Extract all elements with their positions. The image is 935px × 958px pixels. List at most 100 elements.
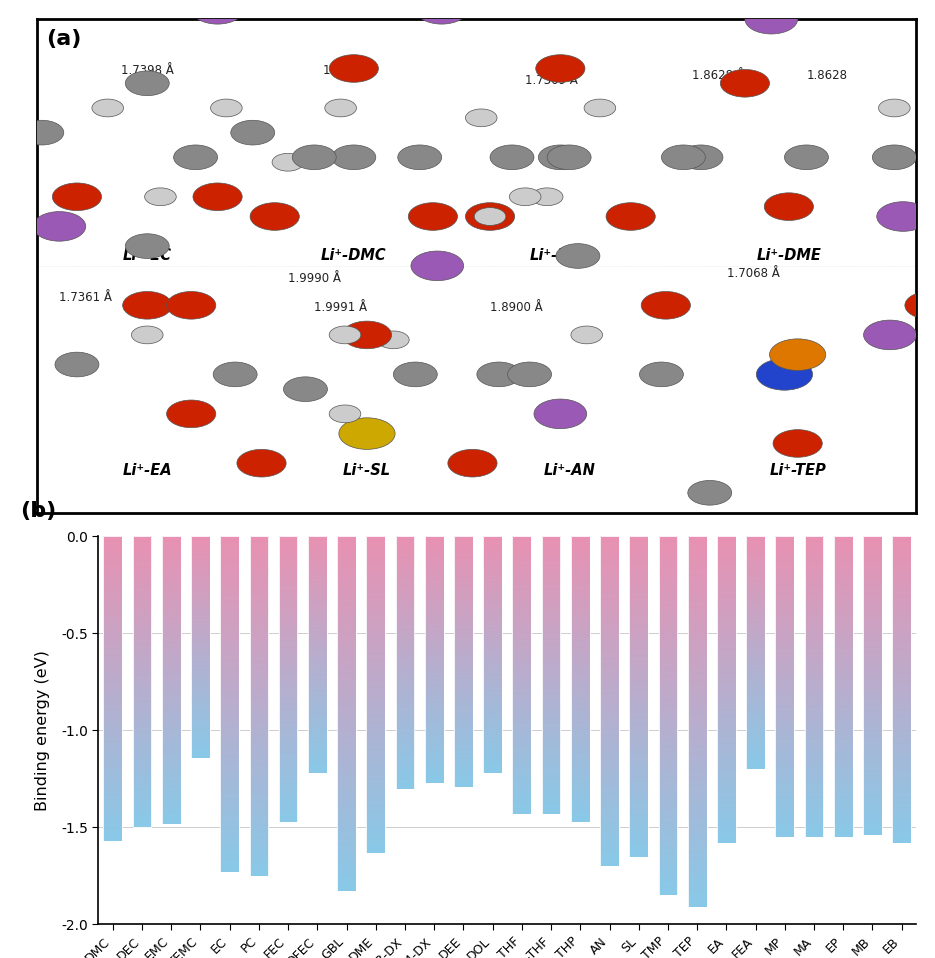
Circle shape bbox=[534, 399, 586, 428]
Circle shape bbox=[409, 203, 457, 230]
Circle shape bbox=[490, 145, 534, 170]
Text: Li⁺-DME: Li⁺-DME bbox=[756, 248, 821, 263]
Circle shape bbox=[193, 183, 242, 211]
Text: 1.8900 Å: 1.8900 Å bbox=[490, 301, 543, 314]
Bar bbox=[162, 536, 180, 824]
Circle shape bbox=[770, 339, 826, 371]
Text: Li⁺-EA: Li⁺-EA bbox=[122, 463, 172, 478]
Bar bbox=[338, 536, 356, 892]
Circle shape bbox=[415, 0, 468, 24]
Circle shape bbox=[283, 376, 327, 401]
Text: 1.9990 Å: 1.9990 Å bbox=[288, 272, 341, 285]
Circle shape bbox=[329, 326, 361, 344]
Text: 1.9991 Å: 1.9991 Å bbox=[314, 301, 367, 314]
Text: Li⁺-SL: Li⁺-SL bbox=[343, 463, 391, 478]
Bar bbox=[688, 536, 707, 907]
Circle shape bbox=[342, 321, 392, 349]
Text: 1.7398 Å: 1.7398 Å bbox=[121, 64, 174, 78]
Circle shape bbox=[864, 320, 916, 350]
Circle shape bbox=[52, 183, 102, 211]
Circle shape bbox=[125, 234, 169, 259]
Circle shape bbox=[250, 203, 299, 230]
Circle shape bbox=[145, 188, 177, 206]
Bar bbox=[775, 536, 794, 837]
Circle shape bbox=[640, 362, 683, 387]
Circle shape bbox=[466, 109, 497, 126]
Circle shape bbox=[329, 55, 379, 82]
Bar bbox=[717, 536, 736, 843]
Circle shape bbox=[166, 291, 216, 319]
Circle shape bbox=[329, 405, 361, 422]
Bar bbox=[133, 536, 151, 828]
Circle shape bbox=[756, 358, 813, 390]
Bar bbox=[541, 536, 560, 814]
Circle shape bbox=[877, 202, 929, 231]
Circle shape bbox=[510, 188, 541, 206]
Circle shape bbox=[905, 291, 935, 319]
Bar bbox=[221, 536, 239, 872]
Text: Li⁺-EC: Li⁺-EC bbox=[122, 248, 172, 263]
Bar bbox=[629, 536, 648, 856]
Bar bbox=[805, 536, 824, 837]
Bar bbox=[367, 536, 385, 853]
Circle shape bbox=[556, 243, 600, 268]
Text: (b): (b) bbox=[21, 501, 57, 521]
Circle shape bbox=[122, 291, 172, 319]
Text: Li⁺-AN: Li⁺-AN bbox=[543, 463, 595, 478]
Circle shape bbox=[397, 145, 441, 170]
Bar bbox=[892, 536, 911, 843]
Circle shape bbox=[773, 429, 822, 457]
Text: 1.8628 Å: 1.8628 Å bbox=[692, 69, 745, 82]
Circle shape bbox=[466, 203, 514, 230]
Bar bbox=[250, 536, 268, 876]
Text: Li⁺-DMC: Li⁺-DMC bbox=[321, 248, 386, 263]
Bar bbox=[396, 536, 414, 788]
Circle shape bbox=[720, 70, 770, 97]
Circle shape bbox=[872, 145, 916, 170]
Bar bbox=[191, 536, 209, 758]
Circle shape bbox=[508, 362, 552, 387]
Circle shape bbox=[661, 145, 705, 170]
Circle shape bbox=[125, 71, 169, 96]
Circle shape bbox=[410, 251, 464, 281]
Bar bbox=[483, 536, 502, 773]
Circle shape bbox=[641, 291, 690, 319]
Circle shape bbox=[764, 193, 813, 220]
Bar bbox=[454, 536, 473, 787]
Circle shape bbox=[622, 0, 674, 14]
Circle shape bbox=[606, 203, 655, 230]
Circle shape bbox=[539, 145, 583, 170]
Circle shape bbox=[784, 145, 828, 170]
Circle shape bbox=[237, 449, 286, 477]
Circle shape bbox=[213, 362, 257, 387]
Circle shape bbox=[33, 212, 86, 241]
Circle shape bbox=[679, 145, 723, 170]
Circle shape bbox=[338, 418, 396, 449]
Circle shape bbox=[324, 99, 356, 117]
Bar bbox=[658, 536, 677, 896]
Circle shape bbox=[132, 326, 163, 344]
Bar bbox=[863, 536, 882, 835]
Circle shape bbox=[0, 153, 22, 171]
Circle shape bbox=[192, 0, 244, 24]
Bar bbox=[834, 536, 853, 837]
Text: Li⁺-DEC: Li⁺-DEC bbox=[530, 248, 591, 263]
Bar bbox=[512, 536, 531, 814]
Circle shape bbox=[394, 362, 438, 387]
Circle shape bbox=[231, 121, 275, 145]
Circle shape bbox=[688, 481, 732, 505]
Circle shape bbox=[272, 153, 304, 171]
Circle shape bbox=[332, 145, 376, 170]
Text: 1.7309 Å: 1.7309 Å bbox=[525, 75, 578, 87]
Circle shape bbox=[166, 400, 216, 427]
Circle shape bbox=[571, 326, 602, 344]
Circle shape bbox=[531, 188, 563, 206]
Circle shape bbox=[174, 145, 218, 170]
Bar bbox=[746, 536, 765, 769]
Circle shape bbox=[474, 208, 506, 225]
Text: Li⁺-TEP: Li⁺-TEP bbox=[770, 463, 827, 478]
Bar bbox=[104, 536, 122, 841]
Bar bbox=[571, 536, 590, 822]
Circle shape bbox=[536, 55, 585, 82]
Text: 1.7349 Å: 1.7349 Å bbox=[324, 64, 376, 78]
